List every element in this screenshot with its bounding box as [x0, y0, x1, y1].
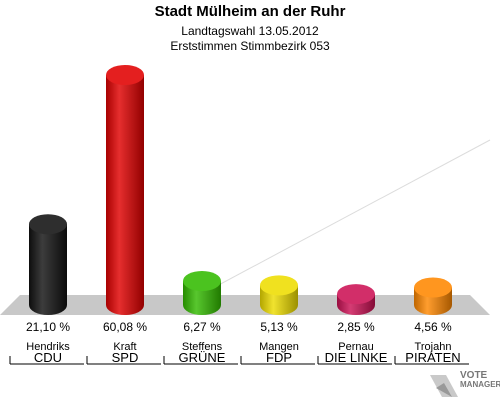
bar-top-cdu — [29, 214, 67, 235]
chart-title: Stadt Mülheim an der Ruhr — [154, 3, 346, 20]
bar-top-gr-ne — [183, 270, 221, 291]
candidate-label-cdu: Hendriks — [26, 341, 70, 353]
value-label-spd: 60,08 % — [103, 320, 147, 334]
value-label-die-linke: 2,85 % — [337, 320, 375, 334]
logo-mark-icon — [430, 375, 458, 397]
bar-die-linke — [337, 284, 375, 315]
party-label-fdp: FDP — [266, 350, 292, 365]
chart-subtitle-district: Erststimmen Stimmbezirk 053 — [170, 39, 330, 53]
logo-line2: MANAGER — [460, 380, 500, 389]
bar-top-fdp — [260, 275, 298, 296]
bars-group — [29, 65, 452, 315]
value-label-gr-ne: 6,27 % — [183, 320, 221, 334]
party-label-cdu: CDU — [34, 350, 62, 365]
value-label-cdu: 21,10 % — [26, 320, 70, 334]
candidate-label-gr-ne: Steffens — [182, 341, 223, 353]
party-label-piraten: PIRATEN — [405, 350, 460, 365]
value-label-fdp: 5,13 % — [260, 320, 298, 334]
floor-diagonal — [199, 139, 491, 296]
bar-spd — [106, 65, 144, 315]
bar-piraten — [414, 277, 452, 315]
party-label-spd: SPD — [112, 350, 139, 365]
bar-body-cdu — [29, 224, 67, 315]
bar-gr-ne — [183, 270, 221, 315]
bar-top-spd — [106, 65, 144, 85]
party-label-die-linke: DIE LINKE — [325, 350, 388, 365]
candidate-label-piraten: Trojahn — [415, 341, 452, 353]
candidate-label-die-linke: Pernau — [338, 341, 373, 353]
candidate-label-spd: Kraft — [113, 341, 136, 353]
value-label-piraten: 4,56 % — [414, 320, 452, 334]
bar-body-spd — [106, 75, 144, 315]
chart-subtitle-election: Landtagswahl 13.05.2012 — [181, 24, 319, 38]
bar-top-piraten — [414, 277, 452, 298]
bar-fdp — [260, 275, 298, 315]
vote-manager-logo: VOTE MANAGER — [460, 370, 500, 390]
bar-top-die-linke — [337, 284, 375, 305]
bar-cdu — [29, 214, 67, 315]
candidate-label-fdp: Mangen — [259, 341, 299, 353]
logo-line1: VOTE — [460, 370, 488, 381]
party-label-gr-ne: GRÜNE — [179, 350, 226, 365]
